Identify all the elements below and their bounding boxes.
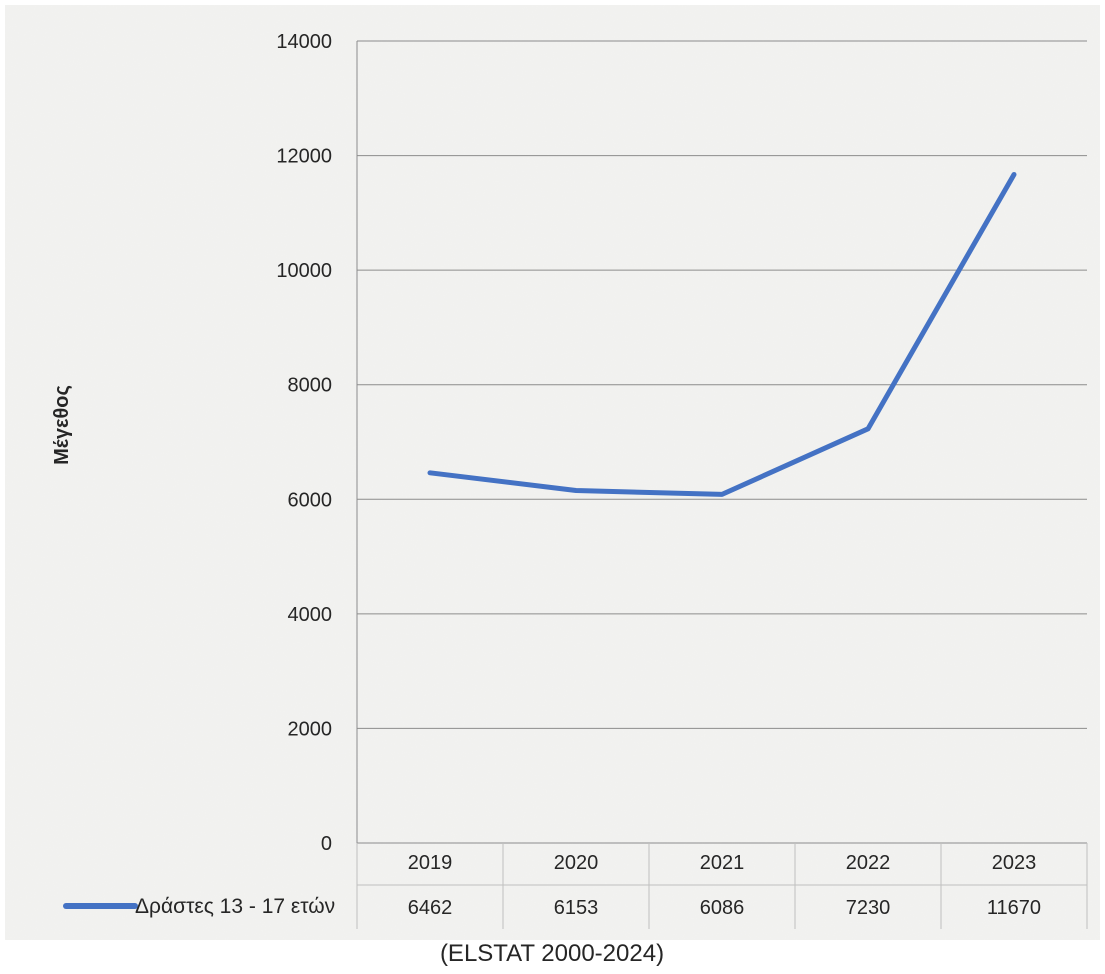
data-table-value: 11670 [987,897,1041,919]
y-tick-label: 6000 [288,489,333,511]
y-tick-label: 8000 [288,375,333,397]
x-tick-label: 2023 [992,852,1037,874]
gridlines [356,40,1087,844]
data-table-value: 6153 [554,897,599,919]
chart-background [5,5,1100,940]
data-table-value: 6086 [700,897,745,919]
series-lines [427,171,1017,497]
data-table-value: 6462 [408,897,453,919]
y-tick-label: 14000 [276,31,332,53]
x-tick-label: 2019 [408,852,453,874]
data-table: 2019 2020 2021 2022 2023 6462 6153 6086 7230 1167… [356,843,1088,929]
chart-caption: (ELSTAT 2000-2024) [440,940,664,967]
y-tick-label: 10000 [276,260,332,282]
y-axis-label: Μέγεθος [51,385,73,465]
legend-label: Δράστες 13 - 17 ετών [135,895,335,918]
y-tick-label: 2000 [288,718,333,740]
x-tick-label: 2020 [554,852,599,874]
y-axis-ticks: 0 2000 4000 6000 8000 10000 12000 14000 [276,31,332,855]
y-tick-label: 0 [321,833,332,855]
legend: Δράστες 13 - 17 ετών [63,895,335,918]
x-tick-label: 2022 [846,852,891,874]
y-tick-label: 4000 [288,604,333,626]
y-tick-label: 12000 [276,146,332,168]
data-table-value: 7230 [846,897,891,919]
x-tick-label: 2021 [700,852,745,874]
